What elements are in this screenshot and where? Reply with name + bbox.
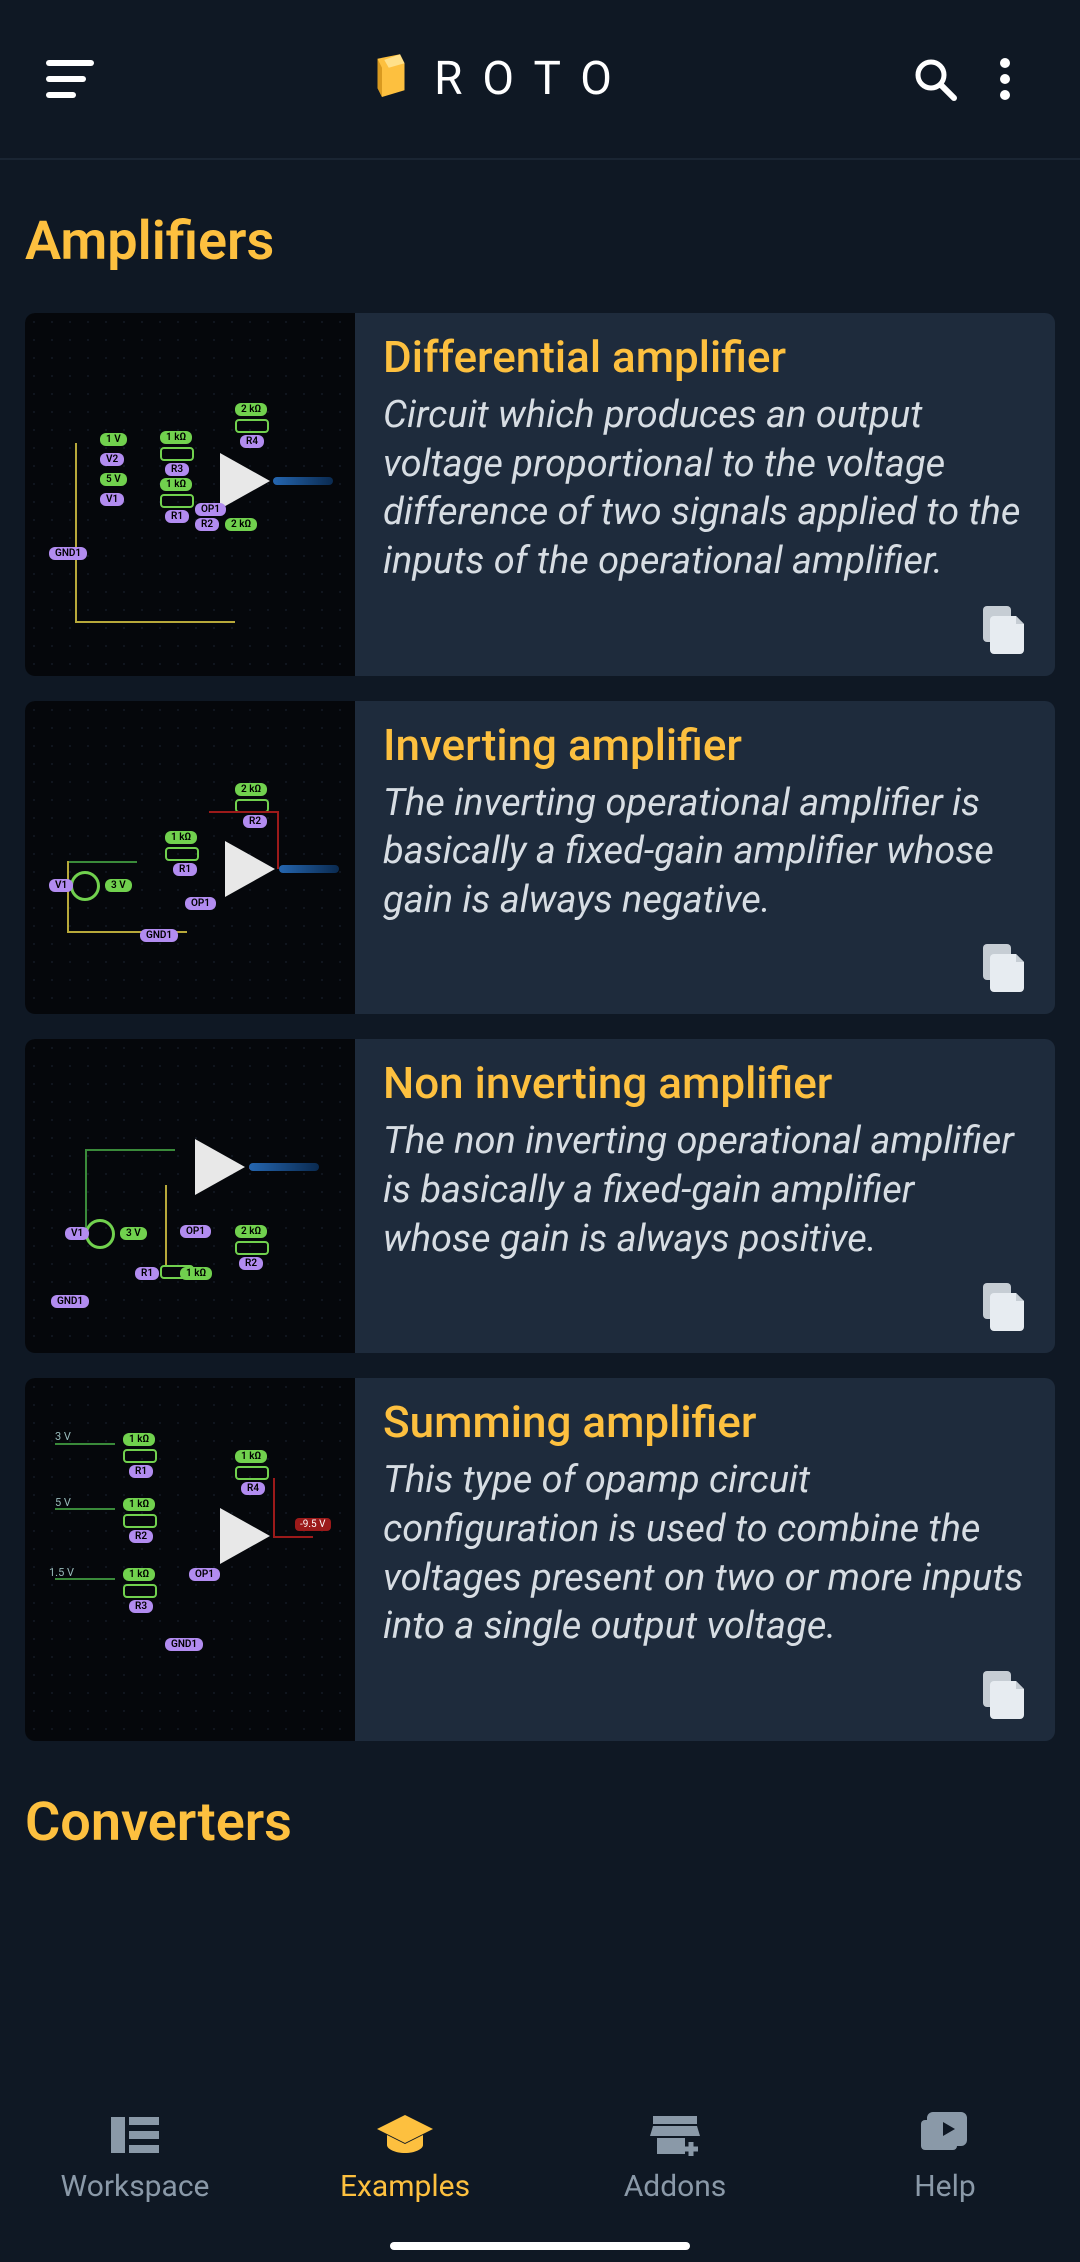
card-description: This type of opamp circuit configuration… [383, 1456, 1027, 1651]
help-icon [919, 2112, 971, 2158]
nav-help[interactable]: Help [810, 2111, 1080, 2204]
more-button[interactable] [970, 57, 1040, 101]
copy-icon [979, 604, 1029, 654]
circuit-thumbnail: 3 V V1 OP1 1 kΩ R1 2 kΩ R2 GND1 [25, 1039, 355, 1353]
app-title: ROTO [434, 52, 632, 106]
example-card[interactable]: 3 V V1 OP1 1 kΩ R1 2 kΩ R2 GND1 Non inve… [25, 1039, 1055, 1353]
app-logo-icon [368, 52, 414, 106]
copy-icon [979, 1669, 1029, 1719]
nav-workspace[interactable]: Workspace [0, 2111, 270, 2204]
card-title: Non inverting amplifier [383, 1057, 1027, 1109]
copy-button[interactable] [979, 1281, 1029, 1331]
store-icon [649, 2112, 701, 2158]
home-indicator [390, 2242, 690, 2250]
card-description: The inverting operational amplifier is b… [383, 779, 1027, 925]
section-heading-amplifiers: Amplifiers [25, 210, 1055, 273]
card-description: The non inverting operational amplifier … [383, 1117, 1027, 1263]
card-title: Differential amplifier [383, 331, 1027, 383]
copy-button[interactable] [979, 942, 1029, 992]
nav-label: Addons [624, 2169, 727, 2204]
bottom-nav: Workspace Examples Addons [0, 2082, 1080, 2262]
nav-label: Examples [340, 2169, 470, 2204]
nav-examples[interactable]: Examples [270, 2111, 540, 2204]
menu-icon [46, 60, 94, 98]
copy-icon [979, 1281, 1029, 1331]
card-body: Non inverting amplifier The non invertin… [355, 1039, 1055, 1353]
card-title: Inverting amplifier [383, 719, 1027, 771]
search-button[interactable] [900, 56, 970, 102]
circuit-thumbnail: 3 V V1 1 kΩ R1 2 kΩ R2 OP1 GND1 [25, 701, 355, 1015]
example-card[interactable]: 3 V V1 1 kΩ R1 2 kΩ R2 OP1 GND1 Invertin… [25, 701, 1055, 1015]
circuit-thumbnail: 1 V V2 5 V V1 1 kΩ R3 1 kΩ R1 2 kΩ R4 2 … [25, 313, 355, 676]
example-card[interactable]: 3 V 5 V 1.5 V 1 kΩ R1 1 kΩ R2 1 kΩ R3 1 … [25, 1378, 1055, 1741]
more-vert-icon [999, 57, 1011, 101]
circuit-thumbnail: 3 V 5 V 1.5 V 1 kΩ R1 1 kΩ R2 1 kΩ R3 1 … [25, 1378, 355, 1741]
workspace-icon [109, 2113, 161, 2157]
copy-icon [979, 942, 1029, 992]
appbar: ROTO [0, 0, 1080, 160]
nav-label: Help [914, 2169, 975, 2204]
content-area: Amplifiers 1 V V2 5 V V1 1 kΩ R3 1 kΩ R1… [0, 160, 1080, 2082]
nav-label: Workspace [61, 2169, 210, 2204]
copy-button[interactable] [979, 1669, 1029, 1719]
menu-button[interactable] [40, 60, 100, 98]
school-icon [375, 2113, 435, 2157]
card-title: Summing amplifier [383, 1396, 1027, 1448]
card-body: Summing amplifier This type of opamp cir… [355, 1378, 1055, 1741]
app-title-container: ROTO [100, 52, 900, 106]
example-card[interactable]: 1 V V2 5 V V1 1 kΩ R3 1 kΩ R1 2 kΩ R4 2 … [25, 313, 1055, 676]
copy-button[interactable] [979, 604, 1029, 654]
nav-addons[interactable]: Addons [540, 2111, 810, 2204]
section-heading-converters: Converters [25, 1791, 1055, 1854]
card-description: Circuit which produces an output voltage… [383, 391, 1027, 586]
search-icon [912, 56, 958, 102]
card-body: Differential amplifier Circuit which pro… [355, 313, 1055, 676]
card-body: Inverting amplifier The inverting operat… [355, 701, 1055, 1015]
